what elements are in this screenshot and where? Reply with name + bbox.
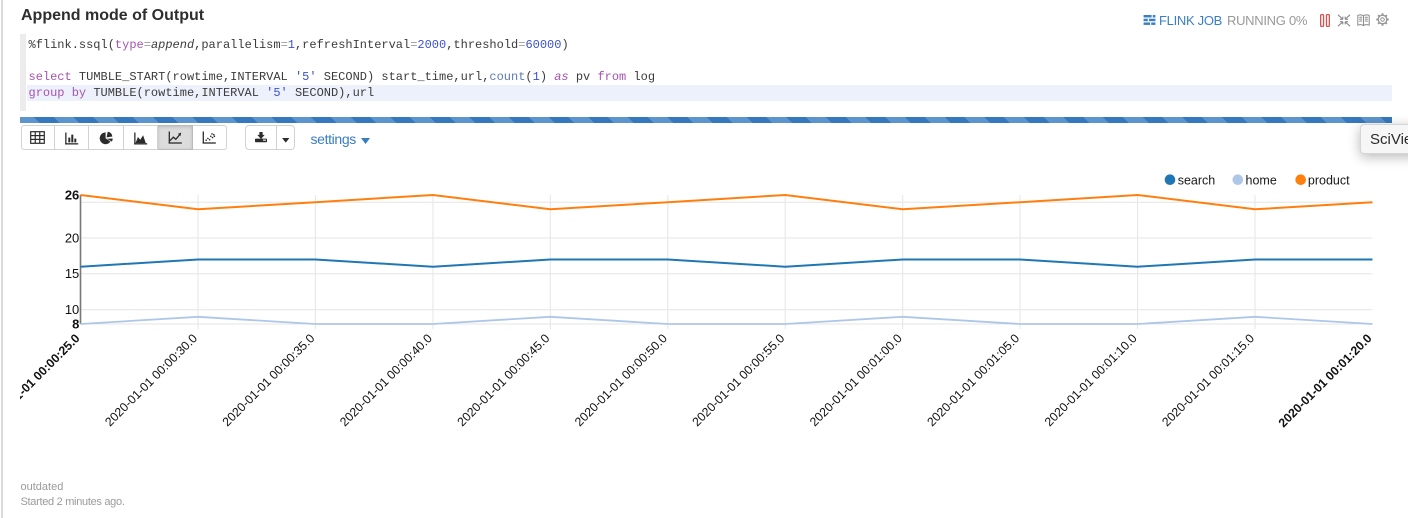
svg-text:2020-01-01 00:01:20.0: 2020-01-01 00:01:20.0 <box>1276 331 1375 430</box>
svg-text:2020-01-01 00:00:30.0: 2020-01-01 00:00:30.0 <box>102 331 200 429</box>
svg-text:15: 15 <box>65 266 79 281</box>
svg-text:8: 8 <box>72 316 79 331</box>
svg-text:2020-01-01 00:01:00.0: 2020-01-01 00:01:00.0 <box>807 331 905 429</box>
svg-text:20: 20 <box>65 230 79 245</box>
svg-text:2020-01-01 00:01:10.0: 2020-01-01 00:01:10.0 <box>1042 331 1140 429</box>
svg-text:2020-01-01 00:00:55.0: 2020-01-01 00:00:55.0 <box>689 331 787 429</box>
svg-text:2020-01-01 00:01:15.0: 2020-01-01 00:01:15.0 <box>1159 331 1257 429</box>
svg-text:26: 26 <box>65 187 79 202</box>
svg-text:2020-01-01 00:00:40.0: 2020-01-01 00:00:40.0 <box>337 331 435 429</box>
svg-text:10: 10 <box>65 302 79 317</box>
svg-text:2020-01-01 00:00:25.0: 2020-01-01 00:00:25.0 <box>20 331 83 430</box>
svg-text:search: search <box>1178 173 1216 187</box>
svg-text:2020-01-01 00:00:50.0: 2020-01-01 00:00:50.0 <box>572 331 670 429</box>
svg-text:2020-01-01 00:00:45.0: 2020-01-01 00:00:45.0 <box>455 331 553 429</box>
svg-text:2020-01-01 00:01:05.0: 2020-01-01 00:01:05.0 <box>924 331 1022 429</box>
svg-text:2020-01-01 00:00:35.0: 2020-01-01 00:00:35.0 <box>220 331 318 429</box>
svg-text:product: product <box>1308 173 1350 187</box>
svg-text:home: home <box>1246 173 1277 187</box>
